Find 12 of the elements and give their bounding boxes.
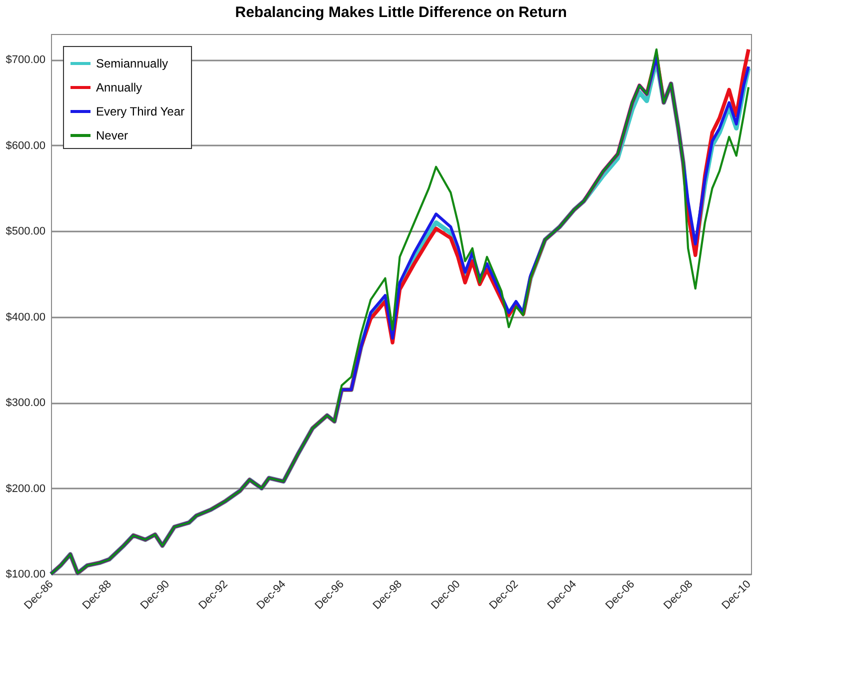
y-tick-label: $700.00 <box>6 54 46 66</box>
legend-label: Every Third Year <box>96 104 184 118</box>
y-tick-label: $100.00 <box>6 568 46 580</box>
y-tick-label: $200.00 <box>6 482 46 495</box>
y-tick-label: $600.00 <box>6 140 46 152</box>
legend-label: Semiannually <box>96 56 168 70</box>
legend-label: Annually <box>96 80 142 94</box>
y-tick-label: $500.00 <box>6 226 46 238</box>
chart-title: Rebalancing Makes Little Difference on Return <box>235 4 567 21</box>
legend-label: Never <box>96 128 128 142</box>
y-tick-label: $400.00 <box>6 311 46 324</box>
y-tick-label: $300.00 <box>6 397 46 410</box>
